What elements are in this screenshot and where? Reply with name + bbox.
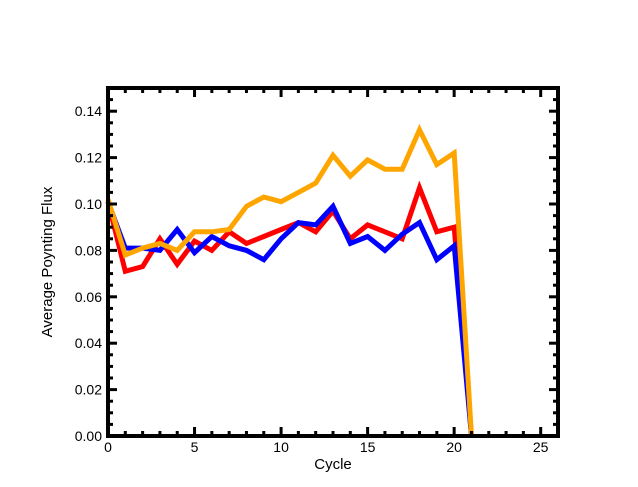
y-tick-label: 0.02 <box>75 382 102 398</box>
y-tick-label: 0.04 <box>75 335 102 351</box>
tick-labels-layer: 0 5 10 15 20 25 0.00 0.02 0.04 0.06 0.08 0.10 0.12 0.… <box>75 103 549 455</box>
y-axis-title: Average Poynting Flux <box>39 186 56 337</box>
y-tick-label: 0.08 <box>75 242 102 258</box>
x-tick-label: 15 <box>360 439 376 455</box>
x-tick-label: 0 <box>104 439 112 455</box>
series-line-2 <box>105 200 474 437</box>
x-tick-label: 20 <box>446 439 462 455</box>
y-tick-label: 0.10 <box>75 196 102 212</box>
series-layer <box>105 123 474 437</box>
y-tick-label: 0.00 <box>75 428 102 444</box>
x-tick-label: 10 <box>273 439 289 455</box>
y-tick-label: 0.12 <box>75 150 102 166</box>
y-tick-label: 0.06 <box>75 289 102 305</box>
x-tick-label: 5 <box>191 439 199 455</box>
x-axis-title: Cycle <box>314 456 352 473</box>
series-line-3 <box>105 123 474 437</box>
series-line-1 <box>105 180 474 437</box>
plot-frame <box>106 86 560 438</box>
y-tick-label: 0.14 <box>75 103 102 119</box>
x-tick-label: 25 <box>533 439 549 455</box>
